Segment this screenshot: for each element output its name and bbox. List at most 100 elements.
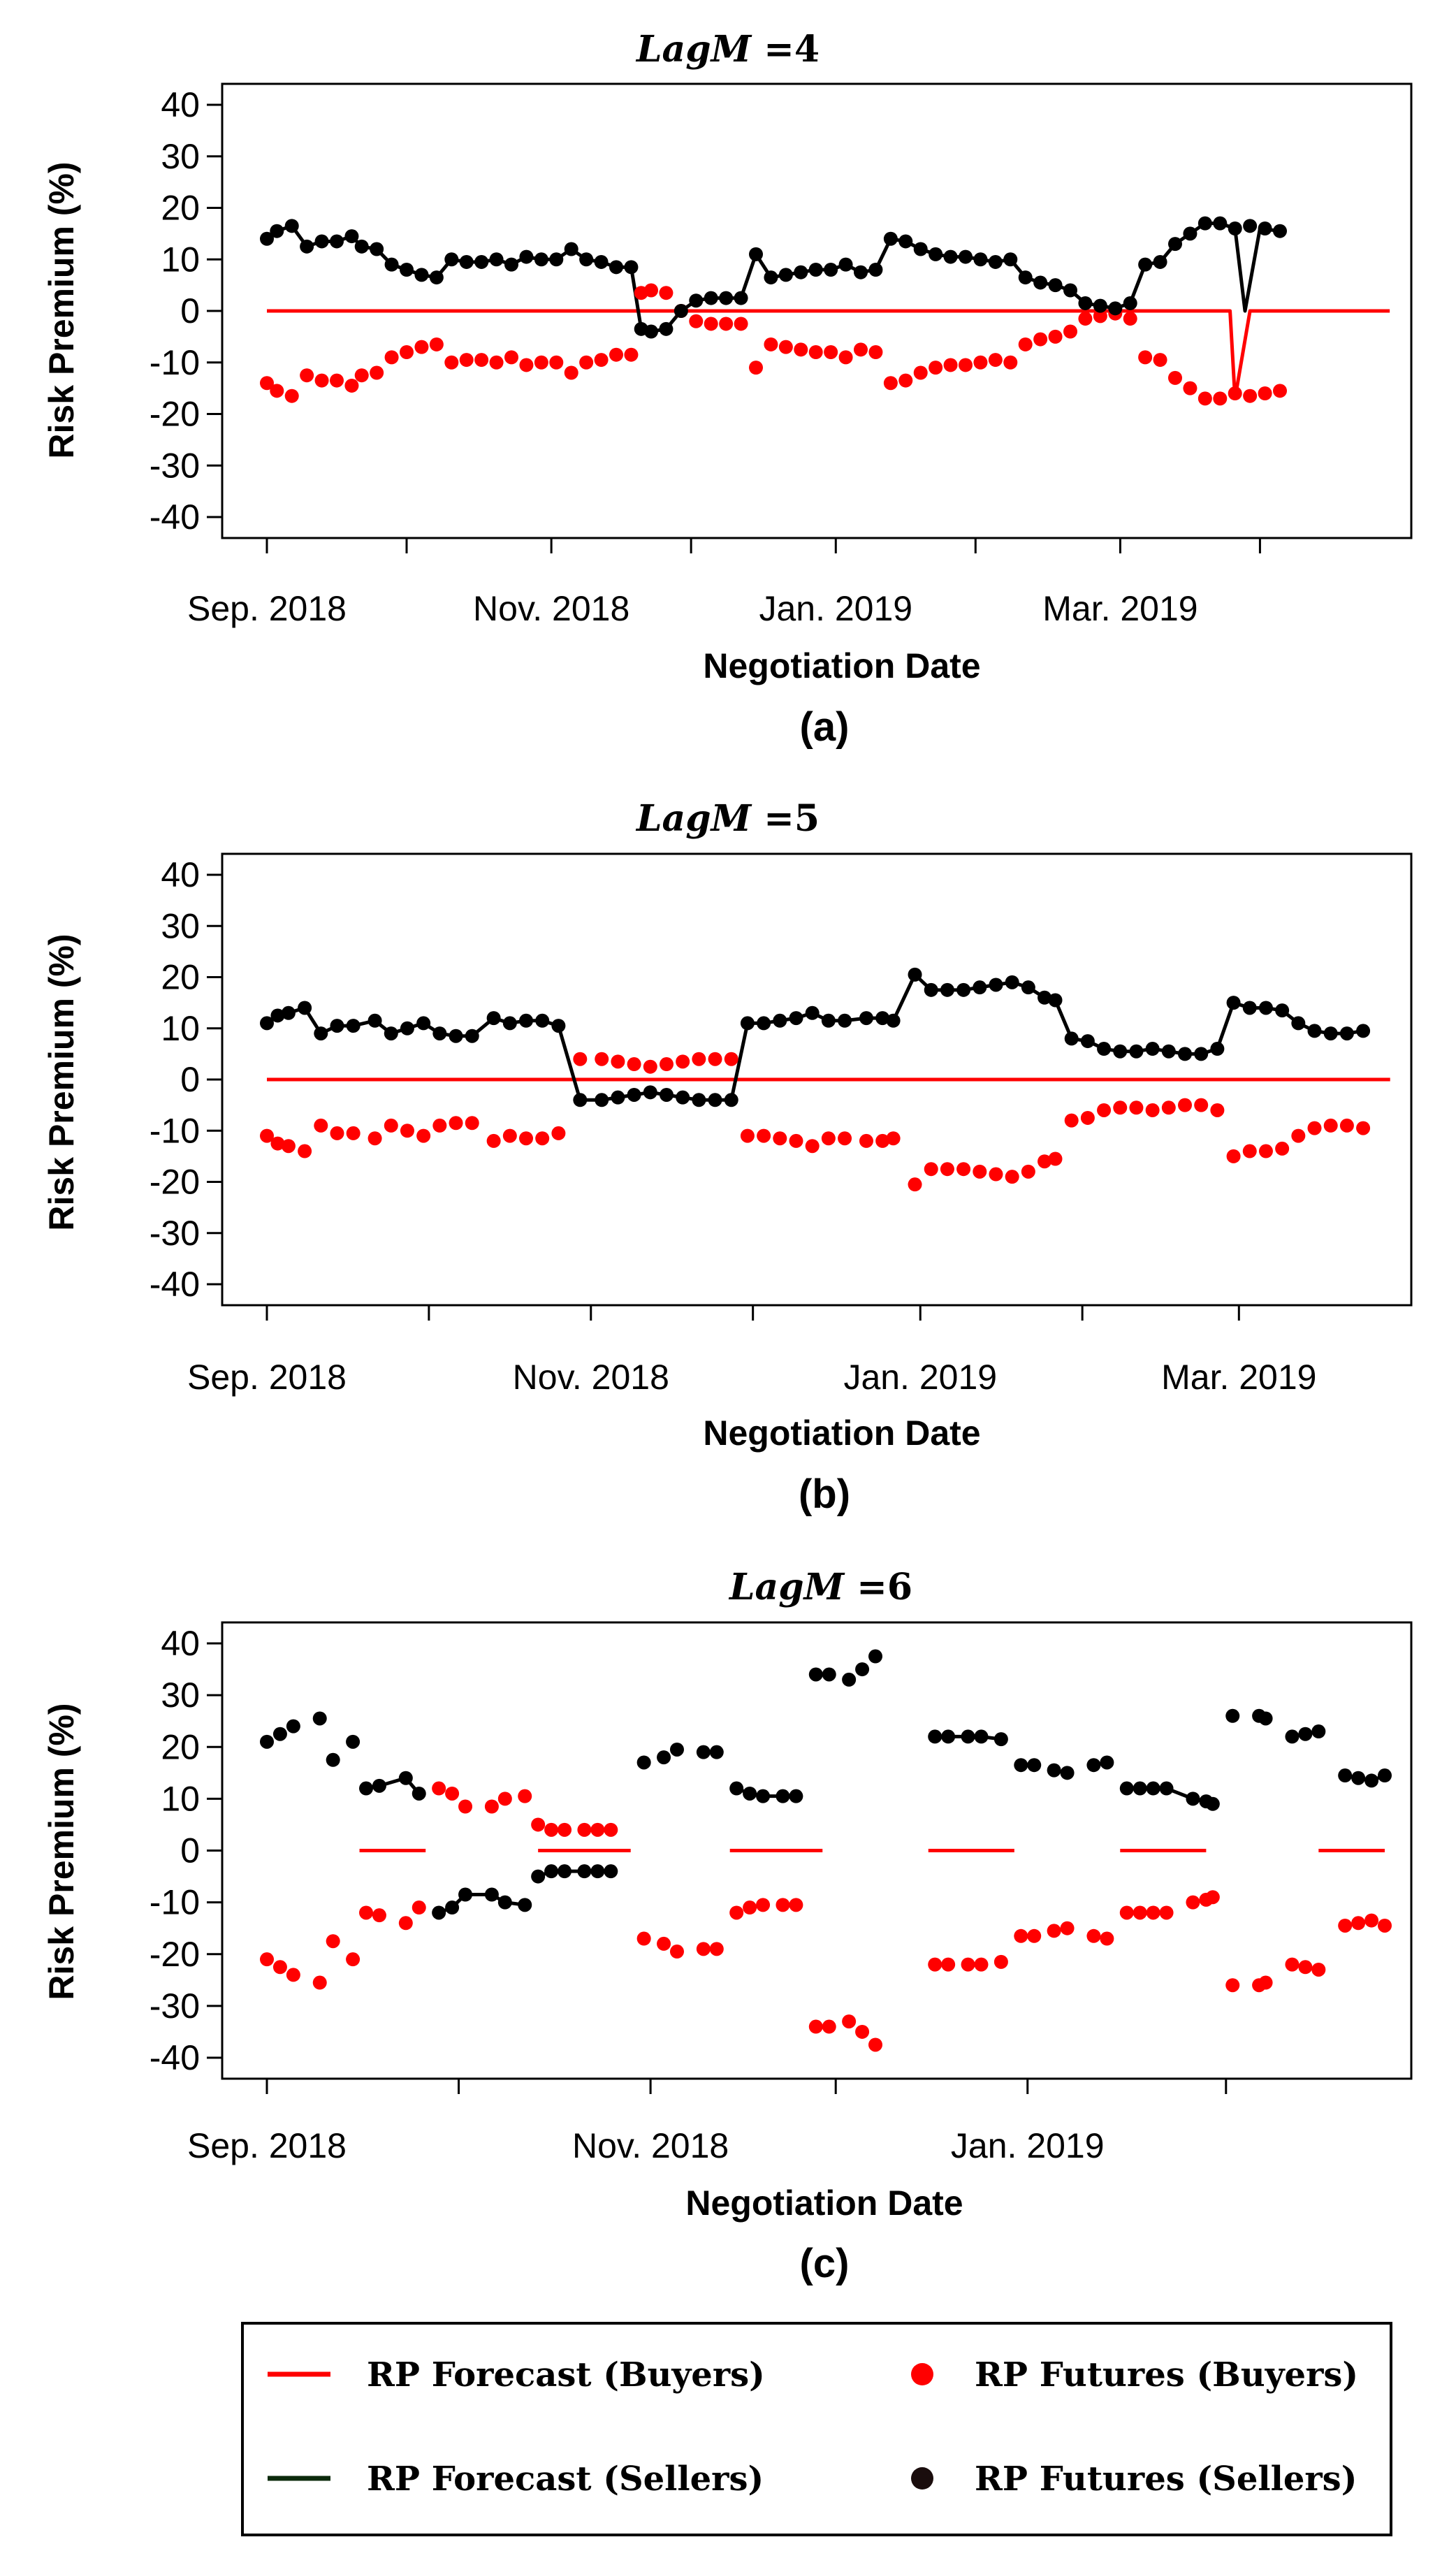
sellers-futures-point-b [908,967,922,982]
buyers-futures-point-c [372,1908,386,1923]
sellers-futures-point-b [1021,980,1035,995]
buyers-futures-point-b [502,1128,517,1143]
sellers-futures-point-b [1064,1031,1079,1046]
sellers-futures-point-a [868,263,883,277]
sellers-futures-point-a [1228,221,1242,235]
buyers-futures-point-c [359,1905,374,1920]
sellers-futures-point-b [1080,1034,1095,1049]
buyers-futures-point-b [908,1177,922,1192]
sellers-futures-point-c [1205,1796,1220,1811]
sellers-futures-point-c [1159,1781,1174,1796]
buyers-futures-point-b [573,1052,588,1066]
buyers-futures-point-a [719,317,734,331]
sellers-futures-point-b [773,1013,787,1028]
sellers-futures-point-c [1119,1781,1134,1796]
y-tick-label-a: 20 [161,189,200,228]
sellers-futures-point-c [497,1895,512,1910]
sellers-futures-point-a [913,242,928,256]
sellers-futures-point-c [1364,1773,1379,1788]
sellers-futures-point-a [260,231,274,246]
sellers-futures-point-b [956,982,971,997]
sellers-futures-point-b [692,1093,706,1107]
sellers-futures-point-a [1018,270,1033,285]
sellers-futures-point-a [943,249,958,264]
sellers-futures-point-c [398,1771,413,1785]
y-tick-label-b: 40 [161,855,200,894]
y-tick-label-b: -30 [150,1214,200,1253]
buyers-futures-point-b [1005,1170,1019,1184]
buyers-futures-point-c [657,1936,671,1951]
buyers-futures-point-c [1298,1960,1313,1975]
buyers-futures-point-c [458,1799,473,1814]
buyers-futures-point-b [465,1116,479,1131]
sellers-futures-point-c [1285,1729,1300,1744]
buyers-futures-point-a [943,358,958,372]
sellers-futures-point-a [659,321,674,336]
sellers-futures-point-b [519,1013,534,1028]
buyers-futures-point-b [400,1124,414,1138]
buyers-futures-point-c [604,1822,618,1837]
y-tick-label-c: 10 [161,1779,200,1818]
sellers-futures-point-c [412,1786,426,1801]
y-axis-label-b: Risk Premium (%) [42,933,81,1230]
buyers-futures-point-b [627,1057,641,1072]
buyers-futures-point-a [594,353,609,368]
sellers-futures-point-a [838,257,853,272]
sellers-futures-point-b [595,1093,609,1107]
buyers-futures-point-c [558,1822,572,1837]
legend-label-futures-buyers: RP Futures (Buyers) [975,2355,1358,2395]
buyers-futures-point-c [1047,1924,1061,1938]
buyers-futures-point-a [534,355,548,370]
sellers-futures-point-b [1097,1042,1112,1056]
buyers-futures-point-b [1307,1121,1322,1135]
panel-c-title: LagM =6 [728,1566,912,1608]
sellers-futures-point-b [1356,1024,1371,1038]
sellers-futures-point-b [1005,975,1019,989]
buyers-futures-point-c [1086,1928,1101,1943]
sellers-futures-point-b [1242,1001,1257,1015]
legend-swatch-futures-sellers [911,2467,933,2490]
sellers-futures-point-a [400,263,414,277]
buyers-futures-point-a [1063,324,1077,339]
sellers-futures-point-a [519,249,534,264]
sellers-futures-point-c [756,1789,771,1803]
buyers-futures-point-b [1210,1103,1225,1117]
sellers-futures-point-b [416,1016,431,1031]
legend-label-forecast-sellers: RP Forecast (Sellers) [367,2459,764,2499]
buyers-futures-point-b [724,1052,738,1066]
buyers-futures-point-b [346,1126,361,1140]
sellers-futures-point-a [1168,237,1182,252]
sellers-futures-point-a [929,247,943,261]
sellers-futures-point-c [577,1864,592,1879]
panel-a: LagM =4 -40 -30 -20 -10 0 10 20 30 40 Sep. 2018 No… [42,28,1413,750]
buyers-futures-point-a [474,353,489,368]
sellers-futures-point-c [1014,1758,1028,1773]
buyers-futures-point-a [749,361,763,375]
sellers-futures-point-c [789,1789,803,1803]
buyers-futures-point-b [659,1057,674,1072]
buyers-futures-point-a [1168,370,1182,385]
sellers-futures-point-a [370,242,384,256]
sellers-futures-point-c [669,1742,684,1757]
sellers-futures-point-b [875,1011,890,1026]
buyers-futures-point-b [519,1131,534,1146]
sellers-futures-point-c [445,1901,460,1915]
buyers-futures-point-a [764,337,778,351]
buyers-futures-point-a [330,373,344,388]
sellers-futures-point-c [432,1905,446,1920]
buyers-futures-point-a [1093,309,1107,324]
buyers-futures-point-c [1027,1928,1042,1943]
sellers-futures-point-c [1060,1766,1075,1780]
x-axis-label-a: Negotiation Date [703,646,980,685]
x-tick-label-a: Jan. 2019 [759,589,912,628]
sellers-futures-point-c [1086,1758,1101,1773]
buyers-futures-point-a [1078,312,1093,326]
buyers-futures-point-c [272,1960,287,1975]
buyers-futures-point-c [260,1952,274,1967]
x-axis-label-c: Negotiation Date [685,2183,963,2223]
buyers-futures-point-b [708,1052,722,1066]
buyers-futures-point-c [993,1954,1008,1969]
sellers-futures-point-a [1003,252,1018,267]
buyers-futures-point-a [1153,353,1167,368]
y-tick-label-c: 20 [161,1727,200,1766]
